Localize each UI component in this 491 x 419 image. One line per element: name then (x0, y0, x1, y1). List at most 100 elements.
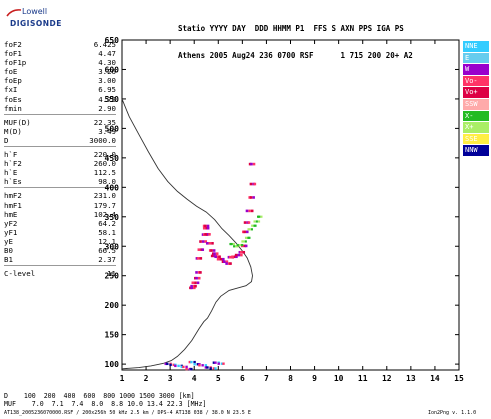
o-trace-point (206, 226, 210, 230)
footer-muf-row: MUF 7.0 7.1 7.4 8.0 8.8 10.0 13.4 22.3 [… (4, 400, 207, 408)
param-name: foF1p (4, 58, 27, 68)
es-trace-point (209, 367, 212, 370)
es-trace-point (174, 364, 177, 368)
o-trace-point (190, 284, 193, 288)
o-trace-point (231, 255, 234, 259)
o-trace-point (243, 230, 246, 234)
x-tick-label: 11 (358, 374, 368, 383)
param-separator (4, 187, 116, 191)
o-trace-point (199, 271, 202, 274)
footer-info: AT138_2005236070000.RSF / 200x256h 50 kH… (4, 410, 251, 416)
o-trace-point (195, 276, 198, 280)
x-tick-label: 15 (454, 374, 464, 383)
o-trace-point (197, 248, 201, 251)
legend-entry: NNW (463, 145, 489, 157)
o-trace-point (204, 240, 208, 243)
o-trace-point (193, 286, 196, 290)
o-trace-point (212, 249, 216, 252)
x-trace-point (251, 224, 254, 227)
es-trace-point (217, 362, 220, 365)
o-trace-point (239, 250, 243, 254)
x-trace-point (233, 245, 236, 248)
param-value: 3.26 (98, 67, 116, 77)
legend-entry: Vo+ (463, 87, 489, 99)
x-trace-point (257, 220, 261, 223)
param-row: yE 12.1 (4, 237, 116, 246)
param-row: foE 3.26 (4, 67, 116, 76)
o-trace-point (253, 182, 257, 186)
param-name: yF1 (4, 227, 18, 237)
es-trace-point (212, 361, 216, 364)
x-tick-label: 1 (120, 374, 125, 383)
x-trace-point (238, 243, 242, 247)
x-trace-point (260, 215, 263, 218)
param-name: M(D) (4, 126, 22, 136)
param-value: 66.5 (98, 245, 116, 255)
param-name: hmF1 (4, 200, 22, 210)
legend-entry: W (463, 64, 489, 76)
param-name: fmin (4, 103, 22, 113)
legend-entry: SSE (463, 133, 489, 146)
o-trace-point (215, 252, 219, 255)
param-row: hmF1 179.7 (4, 201, 116, 210)
o-trace-point (228, 255, 232, 259)
param-value: 22.35 (93, 117, 116, 127)
y-tick-label: 450 (105, 154, 120, 163)
param-row: foF2 6.425 (4, 40, 116, 49)
param-value: 2.90 (98, 103, 116, 113)
x-tick-label: 5 (216, 374, 221, 383)
y-tick-label: 550 (105, 95, 120, 104)
x-trace-point (253, 220, 256, 223)
legend-entry: X+ (463, 122, 489, 134)
x-trace-point (258, 215, 261, 218)
es-trace-point (172, 363, 175, 367)
param-row: hmF2 231.0 (4, 191, 116, 200)
param-row: M(D) 3.49 (4, 127, 116, 136)
o-trace-point (250, 209, 254, 213)
electron-density-profile (121, 98, 253, 370)
x-trace-point (232, 242, 235, 246)
logo-swoosh-icon (6, 9, 22, 17)
o-trace-point (201, 248, 205, 251)
y-tick-label: 650 (105, 36, 120, 45)
es-trace-point (193, 360, 196, 364)
x-trace-point (248, 228, 251, 231)
param-value: 231.0 (93, 191, 116, 201)
o-trace-point (225, 262, 228, 265)
x-tick-label: 2 (144, 374, 149, 383)
o-trace-point (243, 221, 247, 224)
plot-frame (121, 39, 460, 371)
param-name: foF2 (4, 40, 22, 49)
y-tick-label: 500 (105, 124, 120, 133)
param-name: yF2 (4, 218, 18, 228)
param-row: h`Es 98.0 (4, 177, 116, 186)
param-separator (4, 113, 116, 118)
x-trace-point (248, 236, 251, 239)
param-row: yF2 64.2 (4, 219, 116, 228)
param-row: C-level 11 (4, 269, 116, 278)
o-trace-point (218, 255, 221, 259)
o-trace-point (210, 249, 213, 252)
param-row: foF1p 4.30 (4, 58, 116, 67)
o-trace-point (194, 284, 197, 288)
legend-entry: SSW (463, 98, 489, 111)
es-trace-point (193, 363, 196, 366)
x-tick-label: 7 (264, 374, 269, 383)
y-tick-label: 100 (105, 360, 120, 369)
es-trace-point (182, 365, 185, 369)
x-trace-point (244, 236, 248, 239)
es-trace-point (196, 363, 200, 366)
param-name: h`E (4, 168, 18, 178)
param-value: 260.0 (93, 159, 116, 169)
legend-entry: Vo- (463, 75, 489, 88)
param-name: h`Es (4, 177, 22, 187)
param-row: foEp 3.00 (4, 76, 116, 85)
es-trace-point (185, 367, 188, 371)
x-trace-point (241, 243, 244, 247)
param-row: foEs 4.75 (4, 95, 116, 104)
o-trace-point (237, 253, 241, 257)
x-tick-label: 4 (192, 374, 197, 383)
y-tick-label: 350 (105, 213, 120, 222)
x-tick-label: 10 (334, 374, 344, 383)
x-tick-label: 12 (382, 374, 392, 383)
